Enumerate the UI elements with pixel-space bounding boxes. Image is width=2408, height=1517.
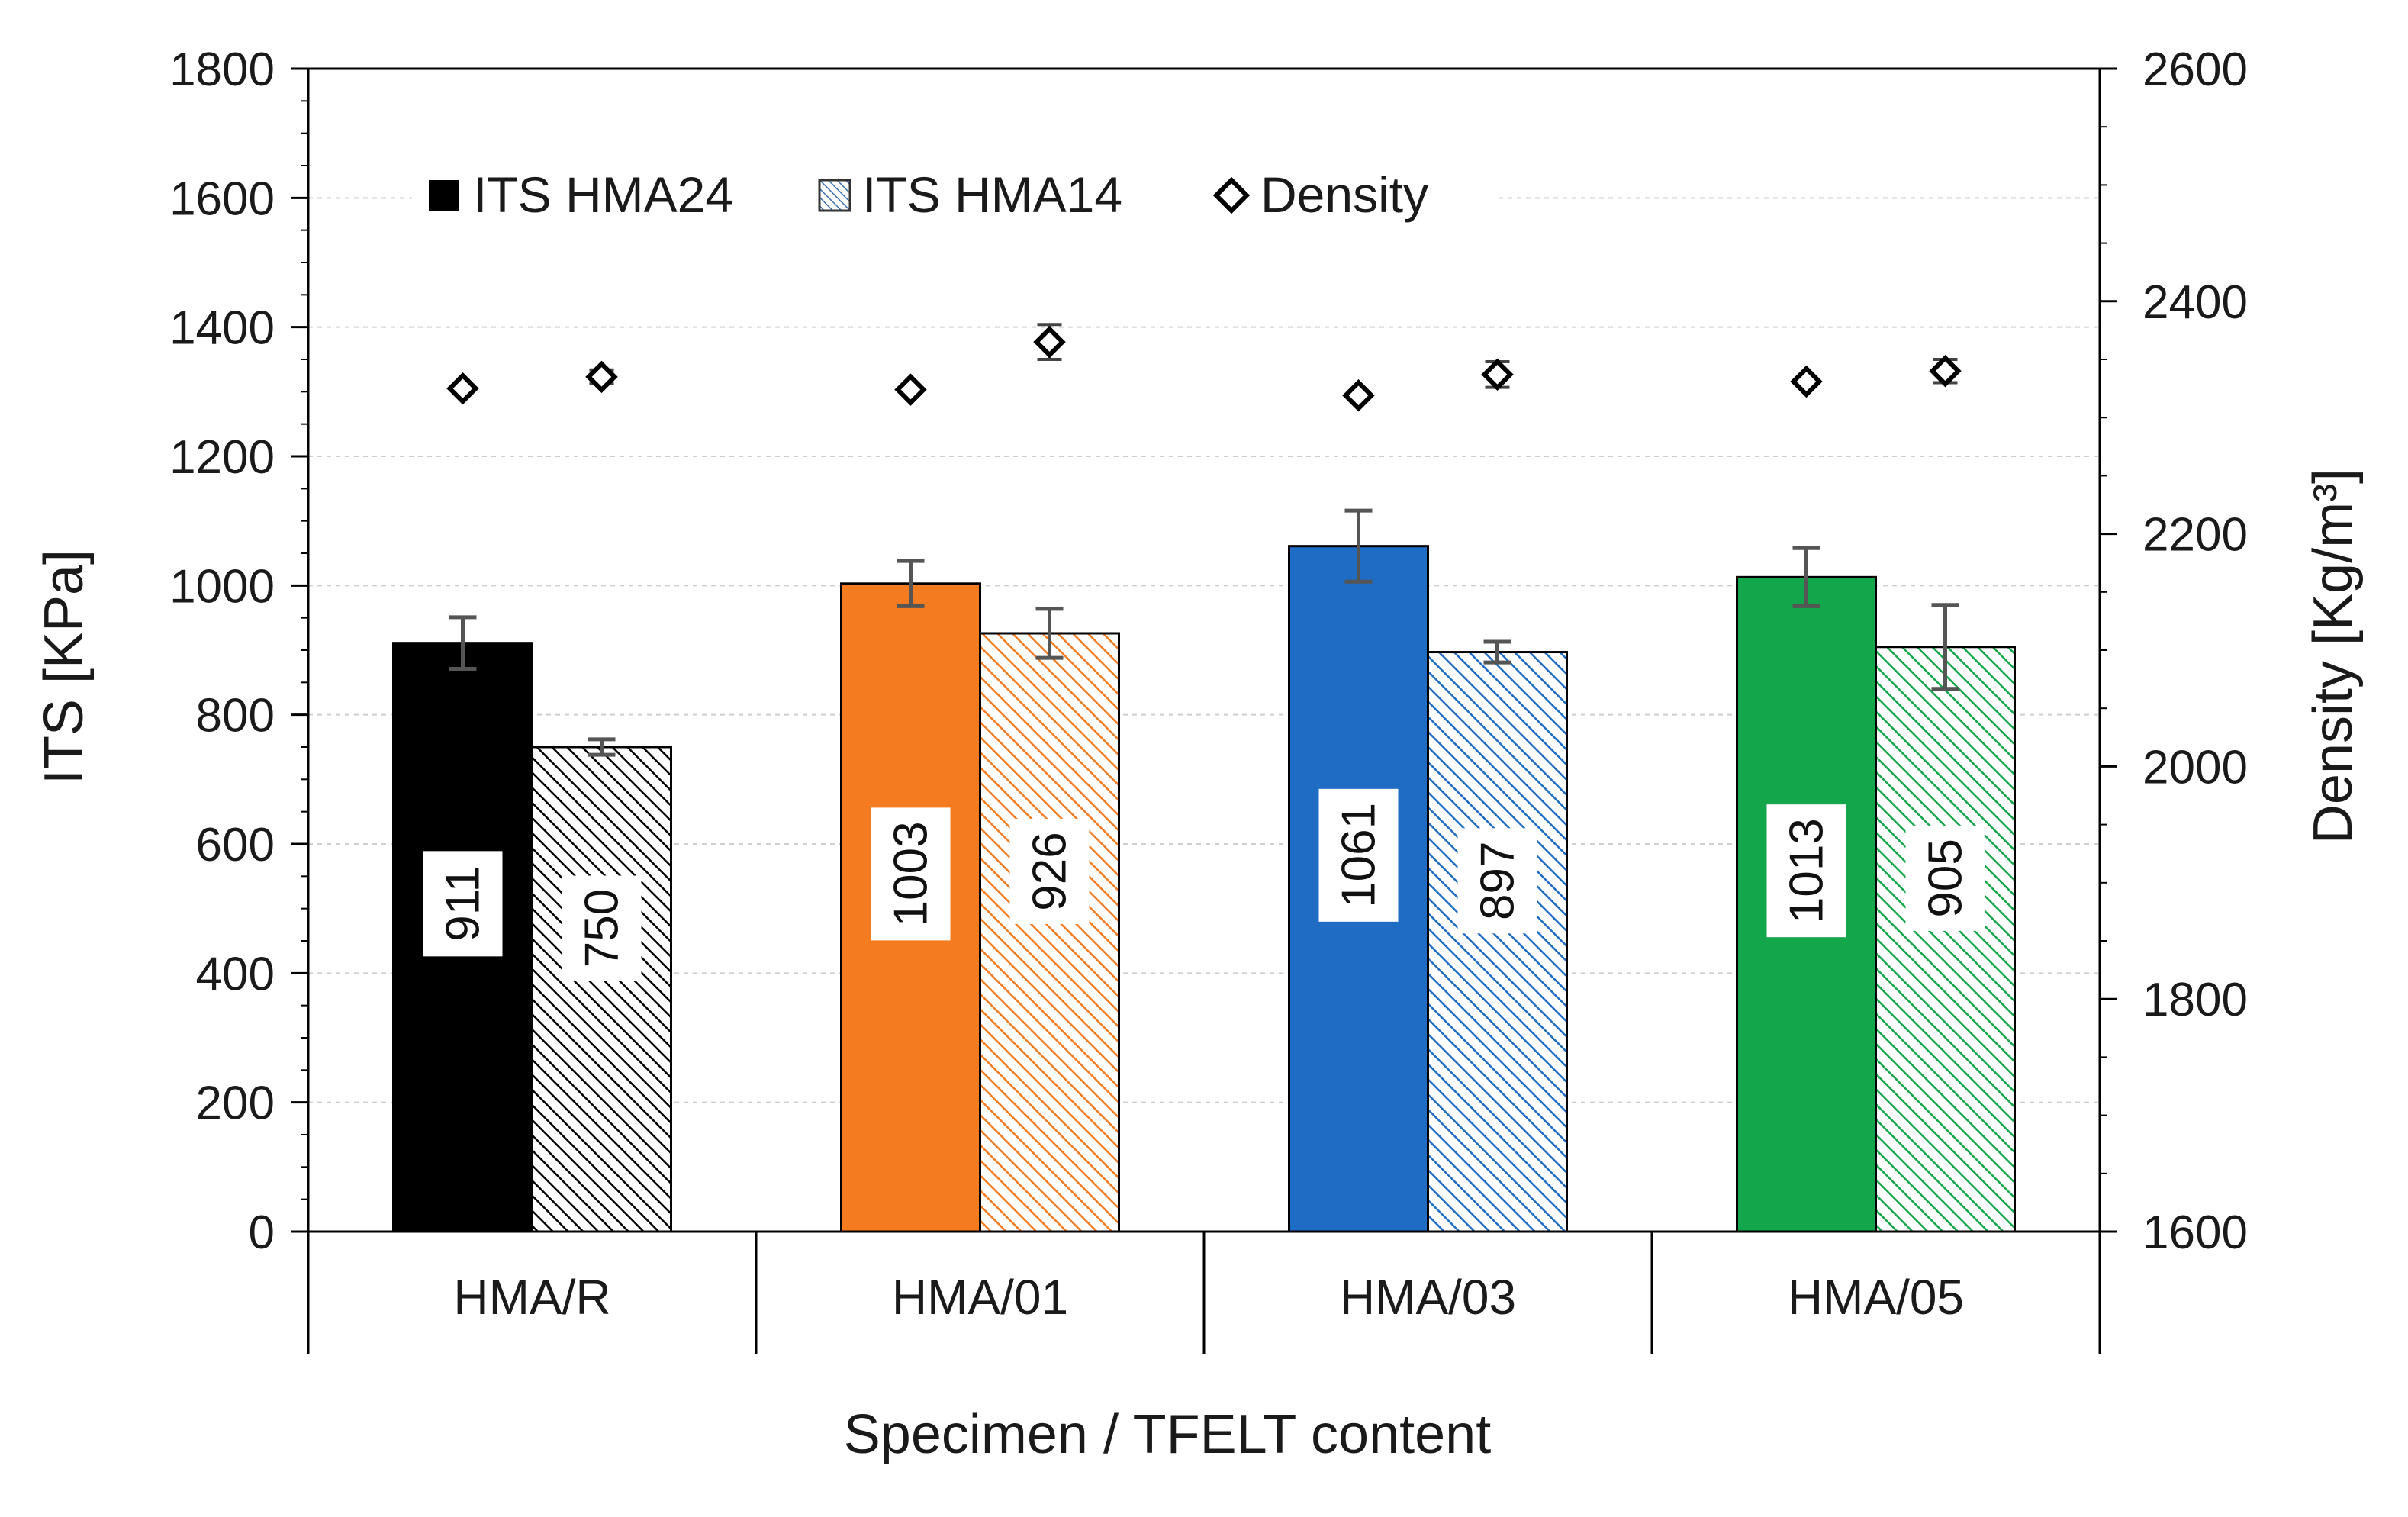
legend-label-hma14: ITS HMA14 [862,166,1122,223]
left-tick-label: 200 [196,1077,275,1130]
density-point [894,373,927,406]
data-label-box [423,851,503,957]
y-axis-title: ITS [KPa] [34,549,95,784]
data-label: 911 [437,866,490,942]
data-label: 897 [1472,842,1524,920]
data-label-box [1009,818,1090,924]
left-tick-label: 1600 [169,172,275,225]
left-tick-label: 1000 [169,560,275,613]
data-label: 750 [576,889,629,968]
density-markers [446,323,1962,412]
legend-marker-density [1212,176,1251,214]
right-tick-label: 2200 [2142,509,2248,562]
bar-hma14 [531,746,672,1233]
data-label: 1013 [1781,818,1833,923]
data-label-box [1905,825,1985,931]
data-label: 926 [1024,832,1077,910]
y2-axis-title: Density [Kg/m³] [2303,469,2364,844]
left-tick-label: 1200 [169,431,275,484]
category-label: HMA/R [453,1270,610,1325]
left-tick-label: 400 [196,948,275,1000]
density-point [1342,379,1375,412]
bar-hma14 [1875,646,2016,1233]
legend-label-density: Density [1260,166,1428,223]
category-label: HMA/03 [1340,1270,1516,1325]
density-point [1033,325,1066,359]
legend-swatch-hma14 [818,179,851,212]
right-tick-label: 2600 [2142,43,2248,96]
left-axis-ticks: 0 200 400 600 800 1000 1200 1400 1600 1800 [169,43,308,1259]
data-label-box [562,875,642,981]
right-tick-label: 2000 [2142,741,2248,794]
left-tick-label: 600 [196,819,275,871]
legend-swatch-hma24 [429,180,459,211]
data-label: 1003 [885,821,938,926]
left-tick-label: 1400 [169,302,275,355]
left-tick-label: 0 [249,1206,275,1259]
bar-hma14 [979,632,1120,1233]
data-labels: 911 750 1003 926 1061 897 1013 905 [423,788,1985,981]
density-point [446,372,479,405]
left-tick-label: 1800 [169,43,275,96]
right-tick-label: 1800 [2142,974,2248,1026]
category-label: HMA/05 [1788,1270,1964,1325]
density-point [585,360,618,394]
data-label-box [1318,788,1399,922]
data-label-box [1457,828,1537,934]
right-tick-label: 2400 [2142,276,2248,329]
density-point [1929,354,1962,388]
bar-hma14 [1427,651,1568,1233]
right-axis-ticks: 1600 1800 2000 2200 2400 2600 [2100,43,2248,1259]
data-label-box [871,807,951,941]
density-point [1790,365,1823,398]
data-label-box [1766,804,1846,938]
x-axis-title: Specimen / TFELT content [844,1404,1491,1465]
legend-label-hma24: ITS HMA24 [473,166,733,223]
legend-background [412,153,1495,240]
data-label: 1061 [1333,803,1386,908]
right-tick-label: 1600 [2142,1206,2248,1259]
error-bars [449,508,1959,757]
legend: ITS HMA24 ITS HMA14 Density [412,153,1495,240]
category-labels: HMA/R HMA/01 HMA/03 HMA/05 [453,1270,1964,1325]
left-tick-label: 800 [196,690,275,742]
category-label: HMA/01 [892,1270,1068,1325]
data-label: 905 [1920,839,1972,917]
density-point [1481,358,1514,391]
